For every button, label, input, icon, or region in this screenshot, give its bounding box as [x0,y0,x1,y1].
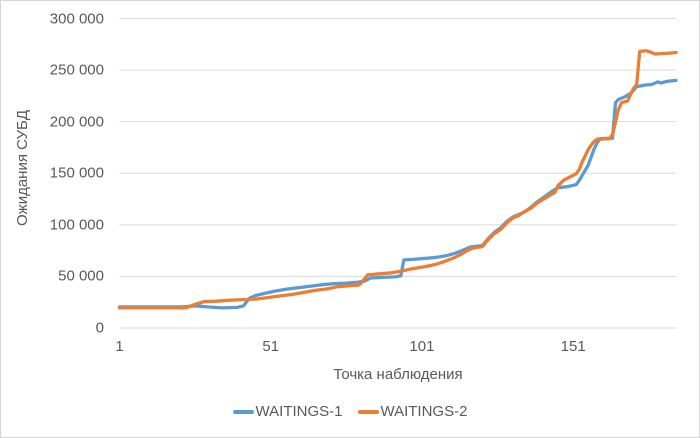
x-tick-label: 101 [409,338,435,355]
x-axis-title: Точка наблюдения [333,366,463,383]
y-tick-label: 0 [95,319,104,337]
y-tick-label: 150 000 [49,164,104,182]
y-tick-label: 50 000 [58,267,104,285]
y-tick-label: 250 000 [49,61,104,79]
legend-label-waitings-2: WAITINGS-2 [380,403,468,420]
legend-label-waitings-1: WAITINGS-1 [255,403,343,420]
legend-swatch-waitings-1-icon [232,409,254,414]
legend-swatch-waitings-2-icon [357,409,379,414]
y-axis-title: Ожидания СУБД [14,110,31,226]
x-tick-label: 151 [560,338,586,355]
series-line-waitings-2[interactable] [117,49,678,310]
x-tick-label: 1 [115,338,124,355]
y-tick-label: 300 000 [49,10,104,27]
chart-legend: WAITINGS-1 WAITINGS-2 [1,403,699,420]
y-tick-label: 100 000 [49,216,104,234]
legend-item-waitings-2[interactable]: WAITINGS-2 [357,403,468,420]
legend-item-waitings-1[interactable]: WAITINGS-1 [232,403,343,420]
y-tick-label: 200 000 [49,113,104,131]
x-tick-label: 51 [262,338,280,355]
